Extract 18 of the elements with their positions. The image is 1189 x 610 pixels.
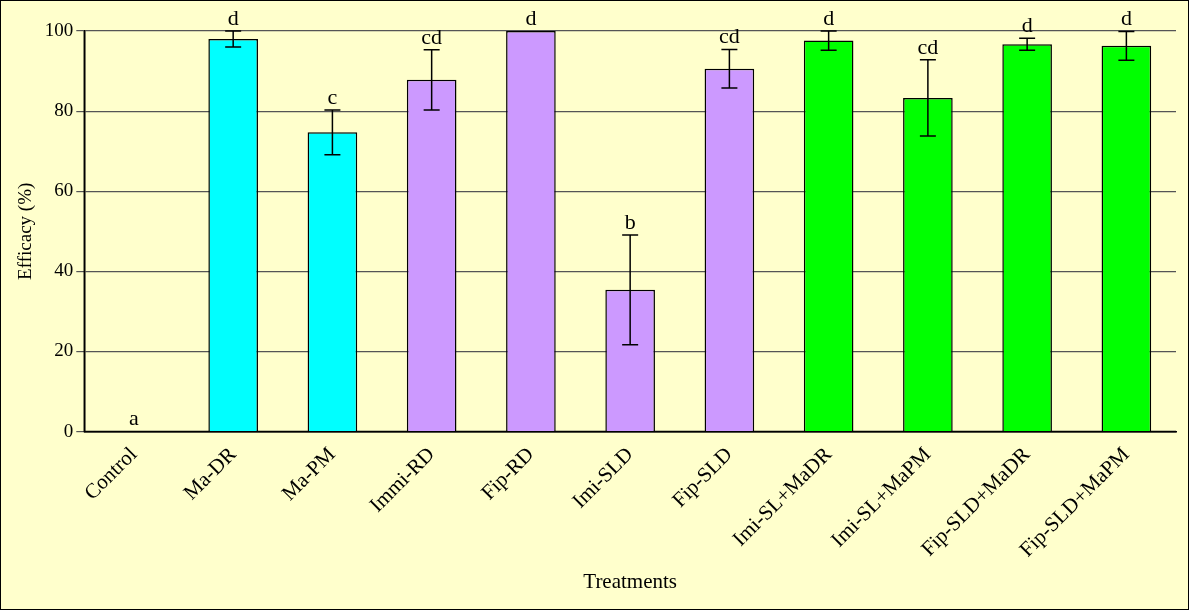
annotation: d — [227, 4, 239, 30]
annotation: c — [327, 83, 338, 109]
annotation: d — [823, 4, 835, 30]
y-tick-label: 60 — [54, 179, 74, 201]
annotation: cd — [917, 33, 939, 59]
y-tick-label: 40 — [54, 259, 74, 281]
y-tick-label: 20 — [54, 339, 74, 361]
y-axis-title: Efficacy (%) — [14, 182, 37, 280]
y-tick-label: 0 — [63, 419, 74, 441]
annotation: d — [525, 4, 537, 30]
x-axis-title: Treatments — [583, 568, 678, 593]
y-tick-label: 100 — [44, 18, 74, 40]
y-tick-label: 80 — [54, 99, 74, 121]
annotation: d — [1120, 5, 1132, 31]
annotation: cd — [719, 23, 740, 49]
annotation: b — [624, 208, 636, 234]
annotation: cd — [421, 23, 443, 49]
annotation: a — [129, 405, 140, 431]
